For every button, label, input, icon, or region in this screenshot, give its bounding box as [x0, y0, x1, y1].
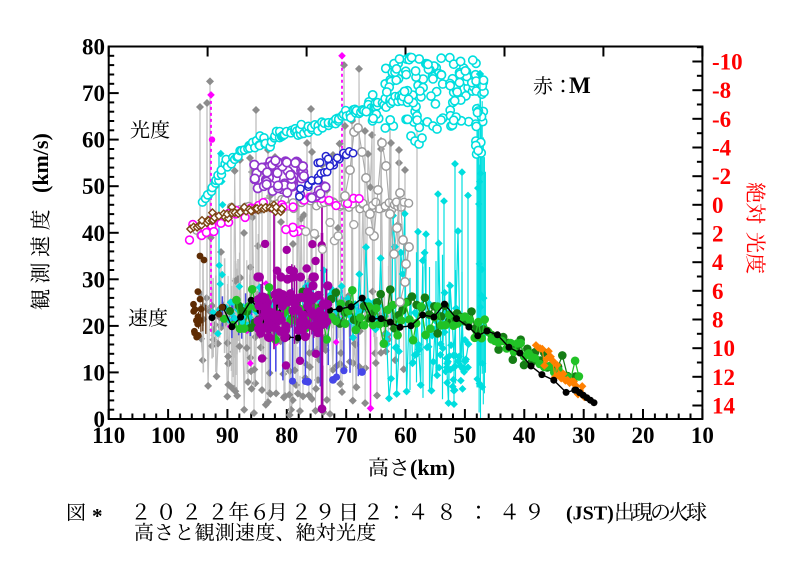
svg-text:-2: -2 [712, 164, 731, 189]
svg-text:12: 12 [712, 365, 735, 390]
svg-text:60: 60 [82, 128, 105, 153]
svg-text:40: 40 [513, 423, 536, 448]
svg-text:40: 40 [82, 221, 105, 246]
svg-text:70: 70 [335, 423, 358, 448]
svg-text:30: 30 [82, 267, 105, 292]
svg-text:0: 0 [94, 407, 106, 432]
svg-text:2: 2 [712, 222, 724, 247]
svg-text:4: 4 [712, 250, 724, 275]
svg-text:(km): (km) [410, 455, 455, 480]
svg-text:*: * [92, 504, 103, 528]
svg-text:90: 90 [216, 423, 239, 448]
svg-text:-10: -10 [712, 50, 743, 75]
svg-text:100: 100 [151, 423, 186, 448]
svg-text:6: 6 [712, 279, 724, 304]
svg-text:10: 10 [712, 336, 735, 361]
svg-text:50: 50 [453, 423, 476, 448]
svg-text:0: 0 [712, 193, 724, 218]
svg-text:10: 10 [82, 360, 105, 385]
svg-text:20: 20 [632, 423, 655, 448]
svg-text:80: 80 [275, 423, 298, 448]
svg-text:-8: -8 [712, 78, 731, 103]
svg-text:14: 14 [712, 394, 736, 419]
svg-text:10: 10 [691, 423, 714, 448]
svg-text:M: M [569, 73, 591, 98]
svg-text:110: 110 [92, 423, 125, 448]
svg-text:50: 50 [82, 174, 105, 199]
svg-text:30: 30 [572, 423, 595, 448]
svg-text:20: 20 [82, 314, 105, 339]
svg-text:(km/s): (km/s) [28, 133, 53, 193]
svg-text:-6: -6 [712, 107, 731, 132]
svg-text:70: 70 [82, 81, 105, 106]
svg-text:(JST): (JST) [566, 503, 614, 525]
svg-text:80: 80 [82, 35, 105, 60]
svg-text:-4: -4 [712, 136, 732, 161]
svg-text:8: 8 [712, 308, 724, 333]
svg-text:60: 60 [394, 423, 417, 448]
